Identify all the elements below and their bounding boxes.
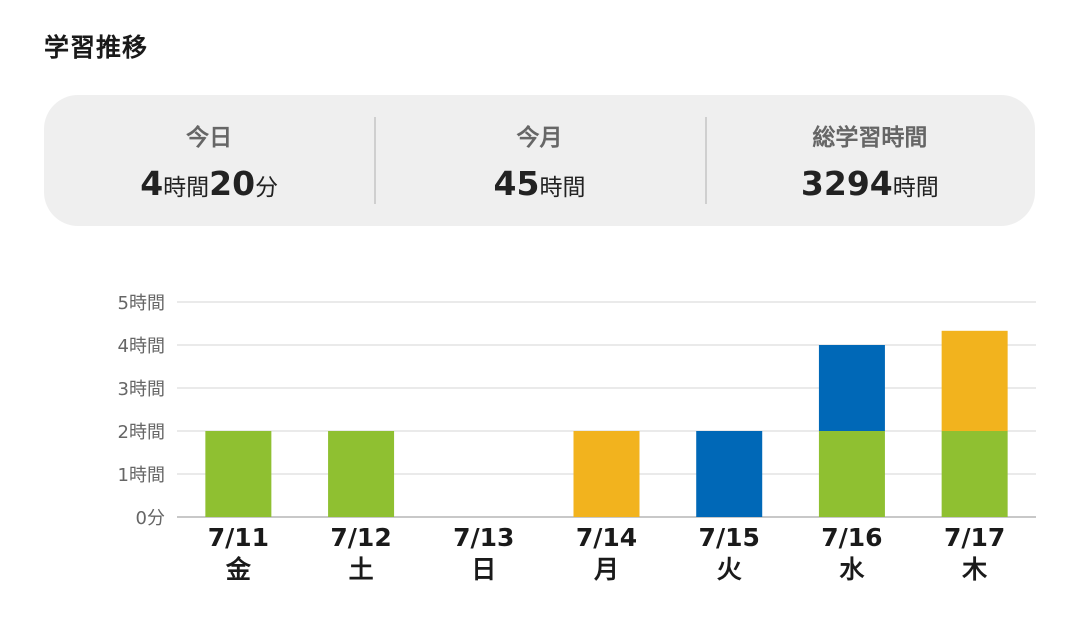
bar-segment bbox=[941, 330, 1008, 431]
x-tick-date: 7/16 bbox=[821, 523, 882, 552]
stat-today-hours: 4 bbox=[140, 164, 164, 203]
x-tick-date: 7/13 bbox=[453, 523, 514, 552]
x-tick-date: 7/15 bbox=[699, 523, 760, 552]
stat-today-hours-unit: 時間 bbox=[163, 175, 210, 201]
bar-segment bbox=[573, 431, 640, 517]
stat-month-label: 今月 bbox=[516, 125, 563, 151]
bar-segment bbox=[818, 345, 885, 431]
x-tick-date: 7/11 bbox=[208, 523, 269, 552]
x-tick-weekday: 月 bbox=[593, 555, 619, 584]
stat-today-value: 4時間20分 bbox=[140, 164, 278, 203]
stat-month-hours: 45 bbox=[493, 164, 540, 203]
x-tick-weekday: 火 bbox=[717, 555, 742, 584]
stat-today: 今日 4時間20分 bbox=[44, 95, 374, 226]
y-tick-label: 0分 bbox=[136, 508, 165, 529]
stat-total-label: 総学習時間 bbox=[812, 125, 928, 151]
y-tick-label: 3時間 bbox=[118, 379, 165, 400]
page-title: 学習推移 bbox=[44, 33, 149, 62]
x-tick-date: 7/12 bbox=[330, 523, 391, 552]
stat-today-minutes: 20 bbox=[209, 164, 256, 203]
bar-segment bbox=[328, 431, 395, 517]
bar-segment bbox=[941, 431, 1008, 517]
x-tick-weekday: 水 bbox=[839, 555, 865, 584]
stat-total: 総学習時間 3294時間 bbox=[704, 95, 1035, 226]
bar-segment bbox=[696, 431, 763, 517]
y-tick-label: 1時間 bbox=[118, 465, 165, 486]
y-tick-label: 4時間 bbox=[118, 336, 165, 357]
stat-month-hours-unit: 時間 bbox=[539, 175, 586, 201]
stat-today-minutes-unit: 分 bbox=[255, 175, 279, 201]
bar-segment bbox=[205, 431, 272, 517]
x-tick-weekday: 土 bbox=[349, 555, 374, 584]
stat-total-hours: 3294 bbox=[800, 164, 893, 203]
x-tick-weekday: 日 bbox=[471, 555, 496, 584]
stat-total-value: 3294時間 bbox=[801, 164, 939, 203]
summary-panel: 今日 4時間20分 今月 45時間 総学習時間 3294時間 bbox=[44, 95, 1035, 226]
stat-today-label: 今日 bbox=[186, 125, 233, 151]
y-tick-label: 5時間 bbox=[118, 293, 165, 314]
x-tick-date: 7/14 bbox=[576, 523, 637, 552]
x-tick-date: 7/17 bbox=[944, 523, 1005, 552]
stat-month-value: 45時間 bbox=[494, 164, 586, 203]
x-tick-weekday: 金 bbox=[225, 555, 252, 584]
stat-total-hours-unit: 時間 bbox=[892, 175, 939, 201]
stat-month: 今月 45時間 bbox=[374, 95, 704, 226]
bar-segment bbox=[818, 431, 885, 517]
study-time-chart: 0分 1時間 2時間 3時間 4時間 5時間 7/11 金 7/12 土 7/13 日 7/14 月 7/1… bbox=[118, 293, 1036, 584]
x-tick-weekday: 木 bbox=[961, 555, 987, 584]
y-tick-label: 2時間 bbox=[118, 422, 165, 443]
